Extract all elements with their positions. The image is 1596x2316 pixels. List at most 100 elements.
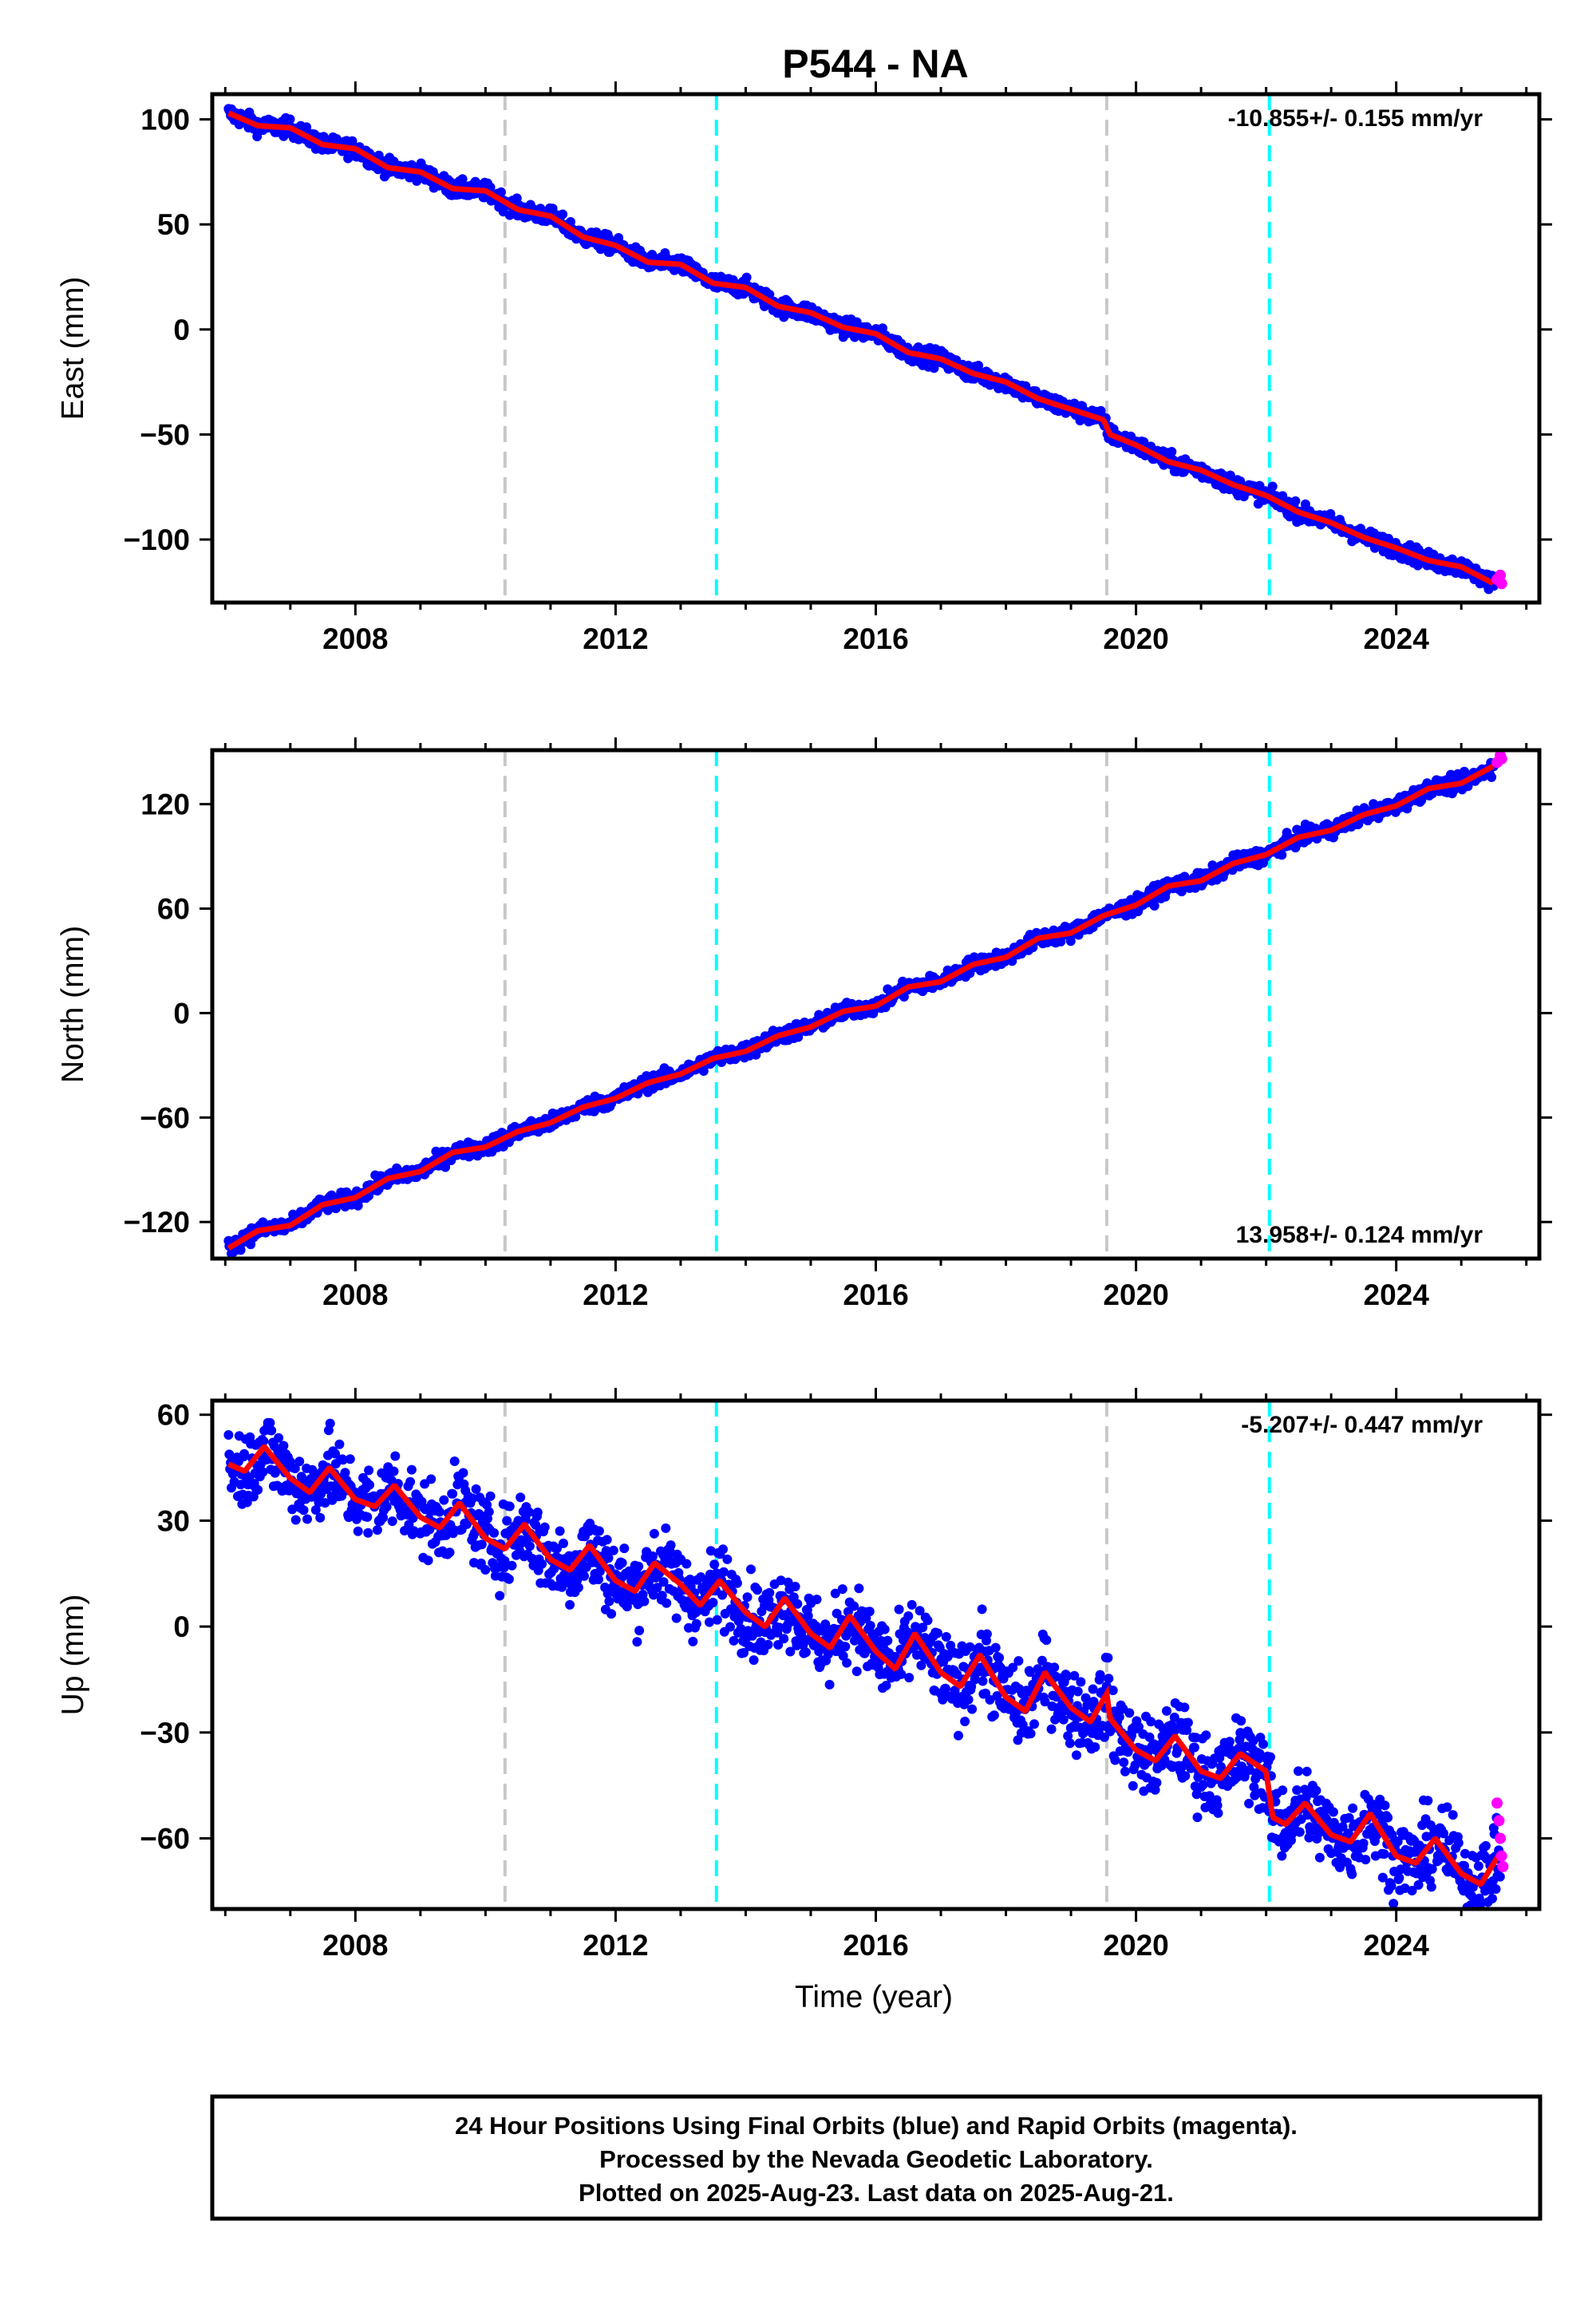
data-point	[990, 1642, 1001, 1653]
y-tick-label: 60	[157, 893, 190, 926]
data-point	[933, 1628, 942, 1638]
data-point	[524, 1507, 534, 1517]
data-point	[601, 1546, 611, 1556]
data-point	[363, 1528, 373, 1538]
data-point	[671, 1613, 681, 1623]
data-point	[812, 1595, 822, 1605]
data-point	[537, 1559, 547, 1569]
data-point	[916, 1660, 926, 1670]
data-point	[440, 1162, 451, 1172]
data-point	[652, 1583, 662, 1593]
data-point	[504, 1574, 514, 1584]
data-point	[657, 1591, 667, 1601]
data-point	[1065, 1738, 1075, 1749]
data-point	[639, 1596, 650, 1607]
data-point	[764, 1587, 775, 1598]
data-point	[634, 1561, 644, 1571]
data-point	[662, 1598, 672, 1608]
data-point	[457, 174, 468, 184]
data-point	[779, 1634, 789, 1644]
rapid-orbit-point	[1495, 753, 1507, 765]
y-tick-label: −60	[140, 1101, 190, 1134]
data-point	[338, 1455, 348, 1465]
data-point	[1108, 1686, 1118, 1696]
data-point	[688, 1636, 698, 1646]
data-point	[1049, 1662, 1060, 1673]
data-point	[471, 1484, 481, 1494]
data-point	[298, 1505, 309, 1516]
data-point	[555, 1526, 565, 1536]
data-point	[1114, 1712, 1124, 1722]
x-tick-label: 2008	[322, 1279, 388, 1311]
x-tick-label: 2016	[843, 622, 908, 655]
data-point	[634, 1626, 645, 1636]
data-point	[310, 1505, 321, 1515]
data-point	[235, 1480, 246, 1490]
data-point	[285, 114, 295, 124]
data-point	[619, 1543, 630, 1554]
x-tick-label: 2008	[322, 622, 388, 655]
data-point	[235, 1245, 246, 1255]
data-point	[252, 132, 263, 141]
data-point	[387, 1516, 397, 1527]
data-point	[1487, 772, 1497, 782]
data-point	[1120, 1766, 1130, 1777]
data-point	[1290, 496, 1301, 506]
x-tick-label: 2012	[583, 622, 648, 655]
data-point	[504, 1501, 515, 1512]
data-point	[500, 1555, 510, 1566]
data-point	[448, 1488, 458, 1499]
data-point	[449, 1456, 460, 1466]
data-point	[954, 1730, 963, 1741]
data-point	[290, 1515, 301, 1525]
y-tick-label: −100	[124, 524, 190, 556]
data-point	[722, 1554, 733, 1564]
data-point	[532, 1508, 543, 1517]
data-point	[842, 1658, 852, 1668]
data-point	[709, 1559, 720, 1570]
data-point	[681, 1559, 692, 1569]
data-point	[982, 1629, 992, 1639]
data-point	[732, 1578, 742, 1588]
data-point	[444, 1547, 455, 1558]
data-point	[558, 209, 568, 219]
data-point	[854, 1583, 864, 1594]
data-point	[507, 1560, 517, 1571]
x-tick-label: 2020	[1103, 1279, 1168, 1311]
data-point	[253, 1484, 263, 1495]
data-point	[746, 1564, 756, 1575]
data-point	[606, 1609, 617, 1619]
data-point	[742, 1592, 753, 1603]
y-tick-label: 0	[173, 314, 190, 346]
data-point	[741, 272, 752, 283]
data-point	[1072, 1750, 1081, 1761]
data-point	[539, 1522, 550, 1532]
data-point	[434, 1507, 444, 1517]
data-point	[922, 1615, 933, 1626]
data-point	[364, 1465, 374, 1476]
rapid-orbit-point	[1495, 578, 1507, 590]
data-point	[340, 1468, 350, 1478]
data-point	[524, 1541, 535, 1551]
data-point	[708, 1598, 718, 1607]
data-point	[353, 1526, 363, 1536]
data-point	[389, 1466, 399, 1476]
data-point	[405, 1476, 416, 1487]
data-point	[749, 1655, 759, 1666]
data-point	[658, 1577, 669, 1587]
data-point	[1128, 1780, 1138, 1791]
data-point	[1152, 1777, 1162, 1788]
data-point	[224, 1449, 235, 1460]
data-point	[649, 1590, 658, 1600]
data-point	[462, 1519, 472, 1529]
data-point	[1041, 1635, 1052, 1646]
data-point	[302, 1514, 312, 1524]
data-point	[565, 1599, 575, 1610]
x-tick-label: 2020	[1103, 622, 1168, 655]
model-curve	[227, 763, 1495, 1251]
